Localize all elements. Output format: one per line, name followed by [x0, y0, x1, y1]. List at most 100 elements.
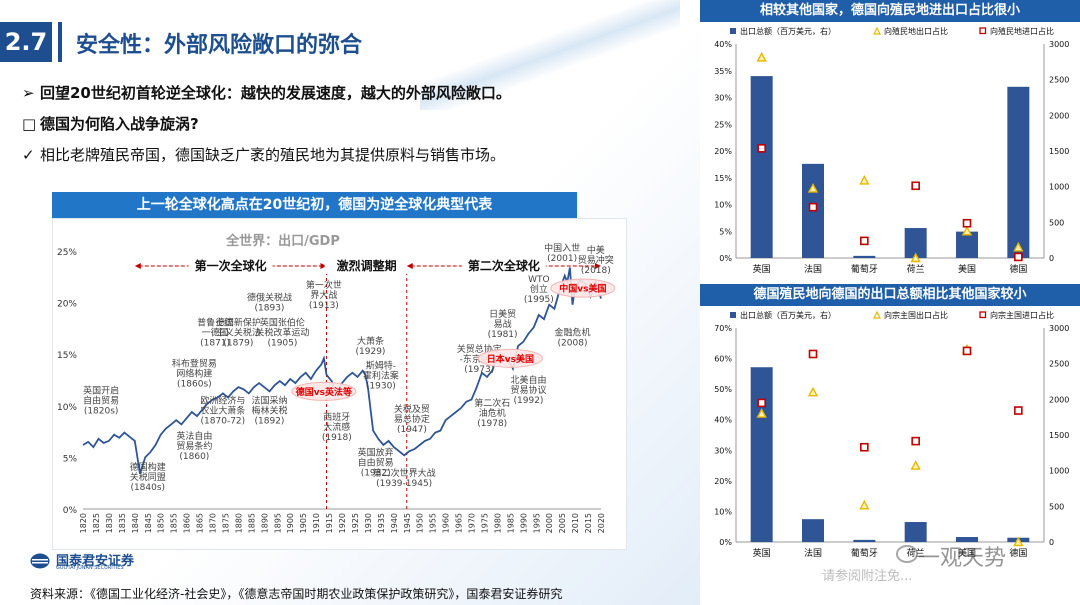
event-annotation: 法国采纳梅林关税(1892) — [251, 395, 287, 427]
x-tick-label: 1885 — [247, 513, 256, 533]
x-tick-label: 1835 — [118, 513, 127, 533]
import-share-square — [808, 202, 818, 212]
section-divider — [58, 22, 62, 62]
bullet-3-text: 相比老牌殖民帝国，德国缺乏广袤的殖民地为其提供原料与销售市场。 — [40, 146, 506, 164]
legend-label: 向殖民地出口占比 — [884, 26, 948, 36]
category-label: 葡萄牙 — [851, 263, 878, 275]
y-right-tick-label: 2000 — [1049, 395, 1069, 404]
import-share-square — [962, 218, 972, 228]
event-annotation: 北美自由贸易协议(1992) — [510, 374, 546, 406]
x-tick-label: 1825 — [92, 513, 101, 533]
y-tick-label: 25% — [57, 248, 77, 258]
event-annotation: 德国构建关税同盟(1840s) — [130, 461, 166, 493]
x-tick-label: 2020 — [597, 513, 606, 533]
event-annotation: 英国放弃自由贸易(1932) — [358, 446, 394, 478]
x-tick-label: 1930 — [364, 513, 373, 533]
y-left-tick-label: 35% — [714, 67, 732, 76]
export-share-triangle — [807, 182, 819, 193]
x-tick-label: 1845 — [144, 513, 153, 533]
x-tick-label: 1860 — [183, 513, 192, 533]
y-left-tick-label: 0% — [719, 254, 732, 263]
y-left-tick-label: 20% — [714, 147, 732, 156]
bullet-1: ➢ 回望20世纪初首轮逆全球化：越快的发展速度，越大的外部风险敞口。 — [22, 82, 511, 103]
x-tick-label: 1980 — [493, 513, 502, 533]
event-annotation: 德国新保护主义关税法(1879) — [216, 316, 261, 348]
main-chart-banner: 上一轮全球化高点在20世纪初，德国为逆全球化典型代表 — [52, 192, 577, 218]
event-annotation: 科布登贸易网络构建(1860s) — [172, 358, 217, 390]
export-share-triangle — [910, 252, 921, 263]
y-left-tick-label: 15% — [714, 174, 732, 183]
event-annotation: 西班牙大流感(1918) — [322, 411, 352, 443]
y-right-tick-label: 0 — [1049, 254, 1054, 263]
legend-label: 出口总额（百万美元，右） — [740, 310, 836, 320]
x-tick-label: 2000 — [545, 513, 554, 533]
legend-square-icon — [979, 311, 987, 319]
export-gdp-line-chart: 全世界：出口/GDP 0% 5% 10% 15% 20% 25% 1820 1825 1830 18… — [57, 233, 616, 533]
x-tick-label: 2005 — [558, 513, 567, 533]
y-left-tick-label: 70% — [714, 324, 732, 333]
period-label: 第一次全球化 — [195, 258, 267, 273]
y-left-tick-label: 10% — [714, 507, 732, 516]
x-tick-label: 2015 — [584, 513, 593, 533]
metropole-trade-share-chart: 出口总额（百万美元，右） 向宗主国出口占比 向宗主国进口占比 0% 10% 20% 30% 4… — [714, 310, 1069, 559]
x-tick-label: 1840 — [131, 513, 140, 533]
bullet-3: ✓ 相比老牌殖民帝国，德国缺乏广袤的殖民地为其提供原料与销售市场。 — [22, 144, 505, 165]
event-annotation: 中美贸易冲突(2018) — [578, 244, 614, 276]
highlight-oval — [550, 278, 616, 298]
export-share-triangle — [961, 225, 973, 236]
y-left-tick-label: 0% — [719, 538, 732, 547]
colony-trade-share-chart: 出口总额（百万美元，右） 向殖民地出口占比 向殖民地进口占比 0% 5% 10% 15% 20… — [714, 26, 1069, 275]
y-left-tick-label: 50% — [714, 385, 732, 394]
square-bullet-icon: □ — [22, 115, 37, 133]
arrow-right-icon — [320, 263, 327, 269]
category-label: 英国 — [753, 263, 771, 275]
import-share-square — [860, 442, 869, 452]
event-annotation: 第一次世界大战(1913) — [306, 279, 342, 311]
logo-text-en: GUOTAI JUNAN SECURITIES — [56, 565, 124, 571]
x-tick-label: 2010 — [571, 513, 580, 533]
x-tick-label: 1855 — [170, 513, 179, 533]
page-title: 安全性：外部风险敞口的弥合 — [76, 33, 363, 58]
y-right-tick-label: 0 — [1049, 538, 1054, 547]
highlight-label: 中国vs美国 — [559, 283, 606, 295]
y-tick-label: 5% — [63, 454, 78, 464]
legend-triangle-icon — [873, 26, 881, 35]
arrow-left-icon — [134, 263, 141, 269]
export-total-bar — [750, 76, 773, 258]
export-share-triangle — [859, 499, 870, 510]
category-label: 葡萄牙 — [851, 547, 878, 559]
export-total-bar — [904, 228, 927, 258]
import-share-square — [808, 349, 818, 359]
arrow-right-icon — [595, 263, 601, 269]
y-right-tick-label: 2500 — [1049, 76, 1069, 85]
y-right-tick-label: 1500 — [1049, 147, 1069, 156]
import-share-square — [757, 144, 766, 153]
bullet-1-text: 回望20世纪初首轮逆全球化：越快的发展速度，越大的外部风险敞口。 — [40, 84, 511, 102]
x-tick-label: 1910 — [312, 513, 321, 533]
event-annotation: 第二次世界大战(1939-1945) — [373, 467, 436, 489]
category-label: 法国 — [804, 263, 822, 275]
export-total-bar — [1007, 86, 1030, 258]
logo-text-cn: 国泰君安证券 — [56, 554, 135, 569]
x-tick-label: 1985 — [506, 513, 515, 533]
x-tick-label: 1945 — [403, 513, 412, 533]
series-line — [82, 267, 602, 475]
event-annotation: 英国张伯伦关税改革运动(1905) — [255, 316, 309, 348]
y-left-tick-label: 40% — [714, 40, 732, 49]
y-right-tick-label: 1000 — [1049, 467, 1069, 476]
y-left-tick-label: 25% — [714, 120, 732, 129]
y-tick-label: 20% — [57, 300, 77, 310]
x-tick-label: 1920 — [338, 513, 347, 533]
x-tick-label: 1915 — [325, 513, 334, 533]
x-tick-label: 1905 — [299, 513, 308, 533]
x-tick-label: 1995 — [532, 513, 541, 533]
section-number: 2.7 — [0, 22, 52, 62]
check-bullet-icon: ✓ — [22, 146, 35, 164]
main-chart-container: 全世界：出口/GDP 0% 5% 10% 15% 20% 25% 1820 1825 1830 18… — [52, 218, 627, 550]
decorative-light-streak — [420, 0, 680, 110]
x-tick-label: 1850 — [157, 513, 166, 533]
right-panel: 相较其他国家，德国向殖民地进出口占比很小 出口总额（百万美元，右） 向殖民地出口占… — [700, 0, 1080, 605]
watermark: 一观天势 — [918, 546, 1007, 571]
export-total-bar — [853, 539, 876, 542]
export-total-bar — [802, 519, 824, 542]
